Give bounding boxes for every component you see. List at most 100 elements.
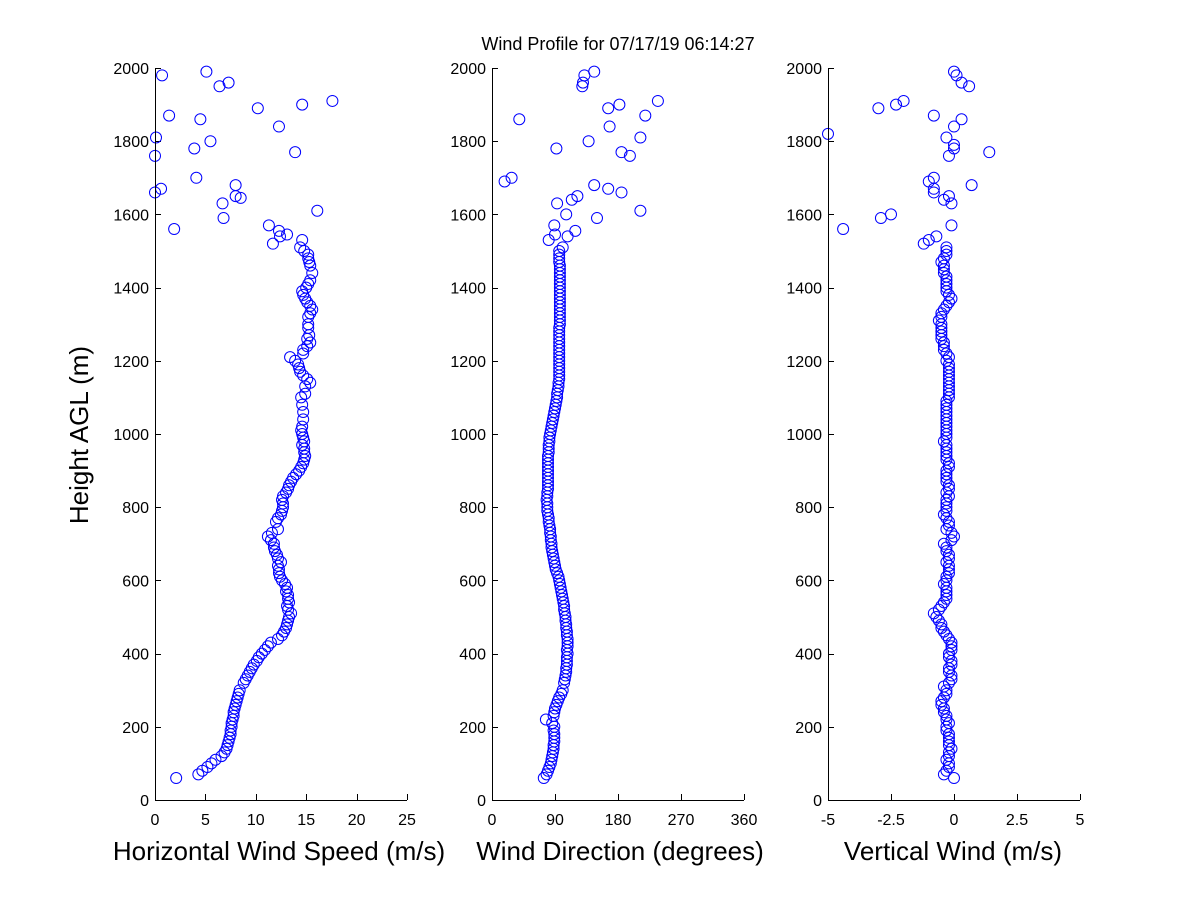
data-point xyxy=(277,490,290,503)
y-tick-label: 1200 xyxy=(786,354,822,371)
data-point xyxy=(940,589,953,602)
data-point xyxy=(326,94,339,107)
x-tick-label: 2.5 xyxy=(1006,812,1028,829)
data-point xyxy=(942,548,955,561)
data-point xyxy=(937,596,950,609)
data-point xyxy=(304,336,317,349)
data-point xyxy=(945,658,958,671)
data-point xyxy=(945,673,958,686)
data-point xyxy=(287,471,300,484)
data-point xyxy=(945,197,958,210)
data-point xyxy=(937,625,950,638)
data-point xyxy=(942,460,955,473)
y-tick-label: 2000 xyxy=(450,61,486,78)
data-point xyxy=(571,190,584,203)
data-point xyxy=(271,632,284,645)
data-point xyxy=(556,684,569,697)
data-point xyxy=(217,212,230,225)
data-point xyxy=(940,131,953,144)
data-point xyxy=(168,223,181,236)
data-point xyxy=(942,482,955,495)
data-point xyxy=(306,266,319,279)
data-point xyxy=(272,224,285,237)
x-axis-label: Horizontal Wind Speed (m/s) xyxy=(113,836,445,866)
data-point xyxy=(932,314,945,327)
data-point xyxy=(279,578,292,591)
data-point xyxy=(222,735,235,748)
data-point xyxy=(294,365,307,378)
data-point xyxy=(304,299,317,312)
data-point xyxy=(553,252,566,265)
data-point xyxy=(549,228,561,241)
y-tick-label: 1800 xyxy=(786,134,822,151)
data-point xyxy=(927,186,940,199)
y-tick-label: 1600 xyxy=(786,207,822,224)
data-point xyxy=(942,479,955,492)
data-point xyxy=(228,702,241,715)
data-point xyxy=(298,435,311,448)
data-point xyxy=(220,742,233,755)
data-point xyxy=(266,237,279,250)
y-tick-label: 1400 xyxy=(113,281,149,298)
x-axis-label: Vertical Wind (m/s) xyxy=(844,836,1062,866)
data-point xyxy=(215,750,228,763)
data-point xyxy=(281,618,294,631)
y-tick-label: 400 xyxy=(459,647,486,664)
chart-title: Wind Profile for 07/17/19 06:14:27 xyxy=(481,34,754,54)
data-point xyxy=(940,277,953,290)
data-point xyxy=(230,695,243,708)
data-point xyxy=(942,735,955,748)
data-point xyxy=(513,113,526,126)
data-point xyxy=(550,142,563,155)
data-point xyxy=(935,600,948,613)
data-point xyxy=(222,76,235,89)
data-point xyxy=(942,149,955,162)
data-point xyxy=(942,567,955,580)
data-point xyxy=(937,303,950,316)
x-tick-label: 0 xyxy=(950,812,959,829)
data-point xyxy=(262,219,275,232)
x-tick-label: 10 xyxy=(247,812,265,829)
data-point xyxy=(209,753,222,766)
data-point xyxy=(221,739,234,752)
data-point xyxy=(205,757,218,770)
data-point xyxy=(942,288,955,301)
data-point xyxy=(940,570,953,583)
data-point xyxy=(935,621,948,634)
y-tick-label: 600 xyxy=(122,573,149,590)
data-point xyxy=(275,556,287,569)
data-point xyxy=(940,687,953,700)
data-point xyxy=(297,347,310,360)
y-tick-label: 1800 xyxy=(113,134,149,151)
data-point xyxy=(937,691,950,704)
data-point xyxy=(940,299,953,312)
data-point xyxy=(163,109,176,122)
data-point xyxy=(872,102,885,115)
x-tick-label: -2.5 xyxy=(877,812,905,829)
data-point xyxy=(948,65,960,78)
data-point xyxy=(927,171,940,184)
data-point xyxy=(634,204,647,217)
data-point xyxy=(297,343,310,356)
data-point xyxy=(546,717,559,730)
data-point xyxy=(192,768,205,781)
data-point xyxy=(937,508,950,521)
data-point xyxy=(940,270,953,283)
data-point xyxy=(294,241,307,254)
data-point xyxy=(945,640,958,653)
data-point xyxy=(588,179,601,192)
data-point xyxy=(188,142,201,155)
y-tick-label: 400 xyxy=(122,647,149,664)
data-point xyxy=(945,219,958,232)
data-point xyxy=(553,578,566,591)
y-tick-label: 0 xyxy=(140,793,149,810)
y-tick-label: 1800 xyxy=(450,134,486,151)
data-point xyxy=(937,435,950,448)
data-point xyxy=(505,171,518,184)
data-point xyxy=(930,230,943,243)
data-point xyxy=(940,501,953,514)
y-tick-label: 1200 xyxy=(450,354,486,371)
data-point xyxy=(950,69,963,82)
data-point xyxy=(282,482,295,495)
y-tick-label: 400 xyxy=(795,647,822,664)
